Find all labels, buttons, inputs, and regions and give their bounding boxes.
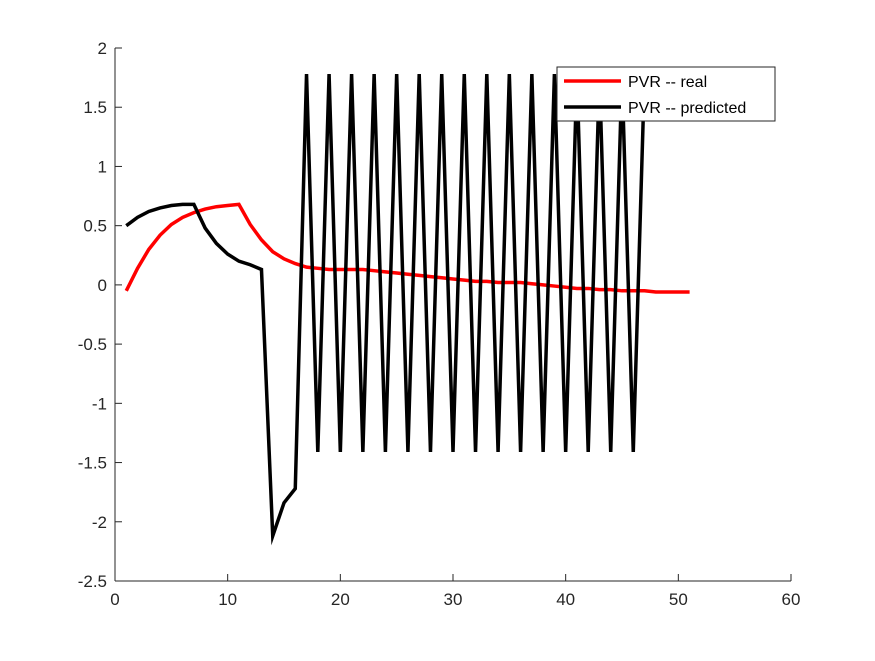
x-tick-label: 10 <box>218 590 237 609</box>
y-tick-label: -2 <box>92 513 107 532</box>
series-layer <box>124 74 690 546</box>
legend-box <box>556 66 776 122</box>
x-tick-label: 60 <box>782 590 801 609</box>
y-tick-label: 0.5 <box>83 217 107 236</box>
series-line-0 <box>124 202 690 294</box>
y-tick-label: 1.5 <box>83 98 107 117</box>
plot-area <box>115 48 791 581</box>
y-tick-label: -2.5 <box>78 572 107 591</box>
x-tick-label: 20 <box>331 590 350 609</box>
x-tick-label: 0 <box>110 590 119 609</box>
y-tick-label: 2 <box>98 39 107 58</box>
plot-background <box>115 48 791 581</box>
x-tick-label: 40 <box>556 590 575 609</box>
y-tick-label: 0 <box>98 276 107 295</box>
axes: 0 10 20 30 40 50 60 2 1.5 1 0.5 0 -0.5 -1 -1.5 -2 -2.5 <box>78 39 801 609</box>
legend-label-1: PVR -- predicted <box>628 100 746 117</box>
x-tick-label: 50 <box>669 590 688 609</box>
y-tick-label: 1 <box>98 157 107 176</box>
series-line-1 <box>125 74 647 546</box>
legend: PVR -- real PVR -- predicted <box>556 66 776 122</box>
y-tick-label: -1 <box>92 394 107 413</box>
y-tick-label: -1.5 <box>78 454 107 473</box>
x-tick-label: 30 <box>444 590 463 609</box>
legend-label-0: PVR -- real <box>628 74 707 91</box>
y-tick-label: -0.5 <box>78 335 107 354</box>
